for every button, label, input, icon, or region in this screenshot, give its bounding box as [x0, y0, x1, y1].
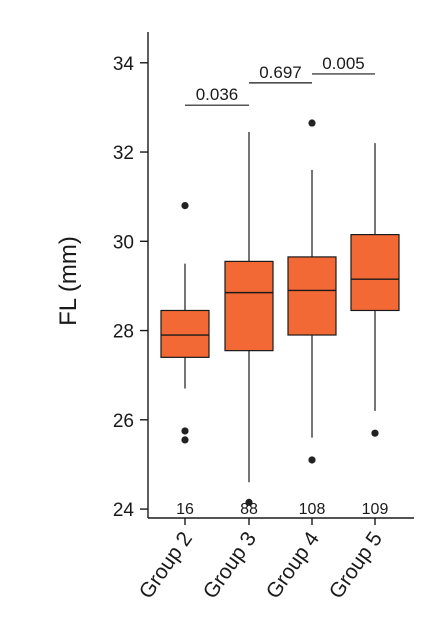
y-tick-label: 30 [113, 232, 134, 253]
outlier-point [308, 119, 316, 127]
y-tick-label: 28 [113, 322, 134, 343]
y-tick-label: 24 [113, 500, 135, 521]
outlier-point [181, 201, 189, 210]
y-tick-label: 34 [113, 54, 135, 75]
x-category-label: Group 2 [135, 528, 197, 603]
box-iqr [224, 260, 274, 352]
sample-count-label: 108 [299, 501, 326, 518]
sample-count-label: 88 [240, 501, 258, 518]
y-tick-label: 32 [113, 143, 134, 164]
outlier-point [181, 427, 189, 435]
comparison-pvalue-label: 0.005 [322, 54, 365, 73]
x-category-label: Group 3 [199, 528, 261, 603]
comparison-pvalue-label: 0.036 [196, 85, 239, 104]
box-iqr [287, 256, 337, 336]
outlier-point [371, 429, 379, 437]
x-category-label: Group 5 [325, 528, 387, 603]
box-iqr [350, 234, 400, 312]
y-tick-label: 26 [113, 411, 134, 432]
outlier-point [308, 456, 316, 464]
outlier-point [245, 498, 253, 506]
sample-count-label: 109 [362, 501, 389, 518]
sample-count-label: 16 [176, 501, 194, 518]
x-category-label: Group 4 [262, 527, 325, 603]
outlier-point [181, 436, 189, 444]
comparison-pvalue-label: 0.697 [259, 63, 302, 82]
y-axis-title: FL (mm) [55, 236, 82, 326]
box-iqr [160, 309, 210, 358]
